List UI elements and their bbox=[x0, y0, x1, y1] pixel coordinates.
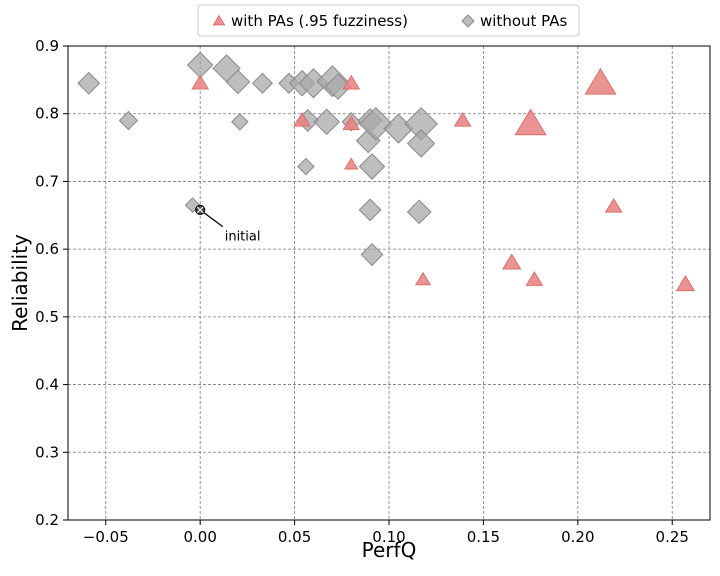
x-tick-label: 0.15 bbox=[467, 528, 500, 546]
y-tick-label: 0.7 bbox=[35, 172, 59, 190]
grid-lines bbox=[68, 45, 710, 521]
y-tick-label: 0.9 bbox=[35, 37, 59, 55]
data-point-without-pas bbox=[383, 113, 414, 144]
data-point-with-pas bbox=[525, 271, 544, 286]
data-point-without-pas bbox=[406, 199, 432, 225]
data-point-with-pas bbox=[675, 275, 696, 292]
y-tick-label: 0.4 bbox=[35, 376, 59, 394]
data-point-with-pas bbox=[453, 111, 472, 127]
x-tick-label: −0.05 bbox=[83, 528, 129, 546]
data-point-without-pas bbox=[313, 108, 340, 136]
y-tick-label: 0.8 bbox=[35, 105, 59, 123]
data-point-with-pas bbox=[514, 108, 547, 136]
y-tick-label: 0.3 bbox=[35, 443, 59, 461]
data-point-without-pas bbox=[251, 72, 274, 94]
data-point-without-pas bbox=[118, 110, 139, 131]
y-tick-label: 0.5 bbox=[35, 308, 59, 326]
annotation-layer: initial bbox=[195, 204, 261, 245]
data-point-with-pas bbox=[584, 67, 617, 95]
data-point-without-pas bbox=[406, 129, 436, 158]
data-point-without-pas bbox=[77, 71, 101, 95]
y-tick-label: 0.6 bbox=[35, 240, 59, 258]
annotation-label: initial bbox=[225, 230, 261, 245]
legend-triangle-marker bbox=[212, 14, 226, 26]
data-point-without-pas bbox=[358, 198, 382, 222]
data-point-with-pas bbox=[604, 197, 623, 213]
data-marks bbox=[77, 51, 696, 292]
x-tick-label: 0.10 bbox=[372, 528, 405, 546]
legend-diamond-marker bbox=[461, 14, 475, 28]
data-point-with-pas bbox=[343, 157, 359, 170]
legend-label-with-pas: with PAs (.95 fuzziness) bbox=[231, 12, 408, 30]
data-point-with-pas bbox=[414, 271, 432, 286]
data-point-with-pas bbox=[293, 111, 312, 127]
legend-box bbox=[197, 4, 580, 37]
x-tick-label: 0.00 bbox=[183, 528, 216, 546]
data-point-without-pas bbox=[225, 69, 251, 95]
data-point-without-pas bbox=[360, 243, 384, 267]
data-point-with-pas bbox=[342, 74, 361, 90]
x-tick-label: 0.05 bbox=[278, 528, 311, 546]
initial-point-cross bbox=[196, 206, 204, 214]
legend: with PAs (.95 fuzziness) without PAs bbox=[197, 4, 580, 37]
y-axis-label: Reliability bbox=[8, 234, 32, 332]
data-point-with-pas bbox=[191, 74, 210, 90]
x-axis-label: PerfQ bbox=[362, 538, 417, 562]
data-point-without-pas bbox=[231, 113, 249, 131]
tick-layer: −0.05 0.00 0.05 0.10 0.15 0.20 0.25 0.2 0.3 0.4 0.… bbox=[35, 37, 689, 546]
data-point-without-pas bbox=[358, 153, 386, 180]
data-point-without-pas bbox=[324, 73, 352, 100]
annotation-arrow bbox=[203, 212, 224, 228]
data-point-without-pas bbox=[358, 106, 393, 141]
data-point-without-pas bbox=[297, 157, 315, 176]
x-tick-label: 0.20 bbox=[561, 528, 594, 546]
x-tick-label: 0.25 bbox=[656, 528, 689, 546]
data-point-without-pas bbox=[186, 51, 214, 79]
y-tick-label: 0.2 bbox=[35, 511, 59, 529]
data-point-with-pas bbox=[342, 115, 361, 131]
data-point-with-pas bbox=[502, 253, 522, 270]
legend-label-without-pas: without PAs bbox=[480, 12, 568, 30]
